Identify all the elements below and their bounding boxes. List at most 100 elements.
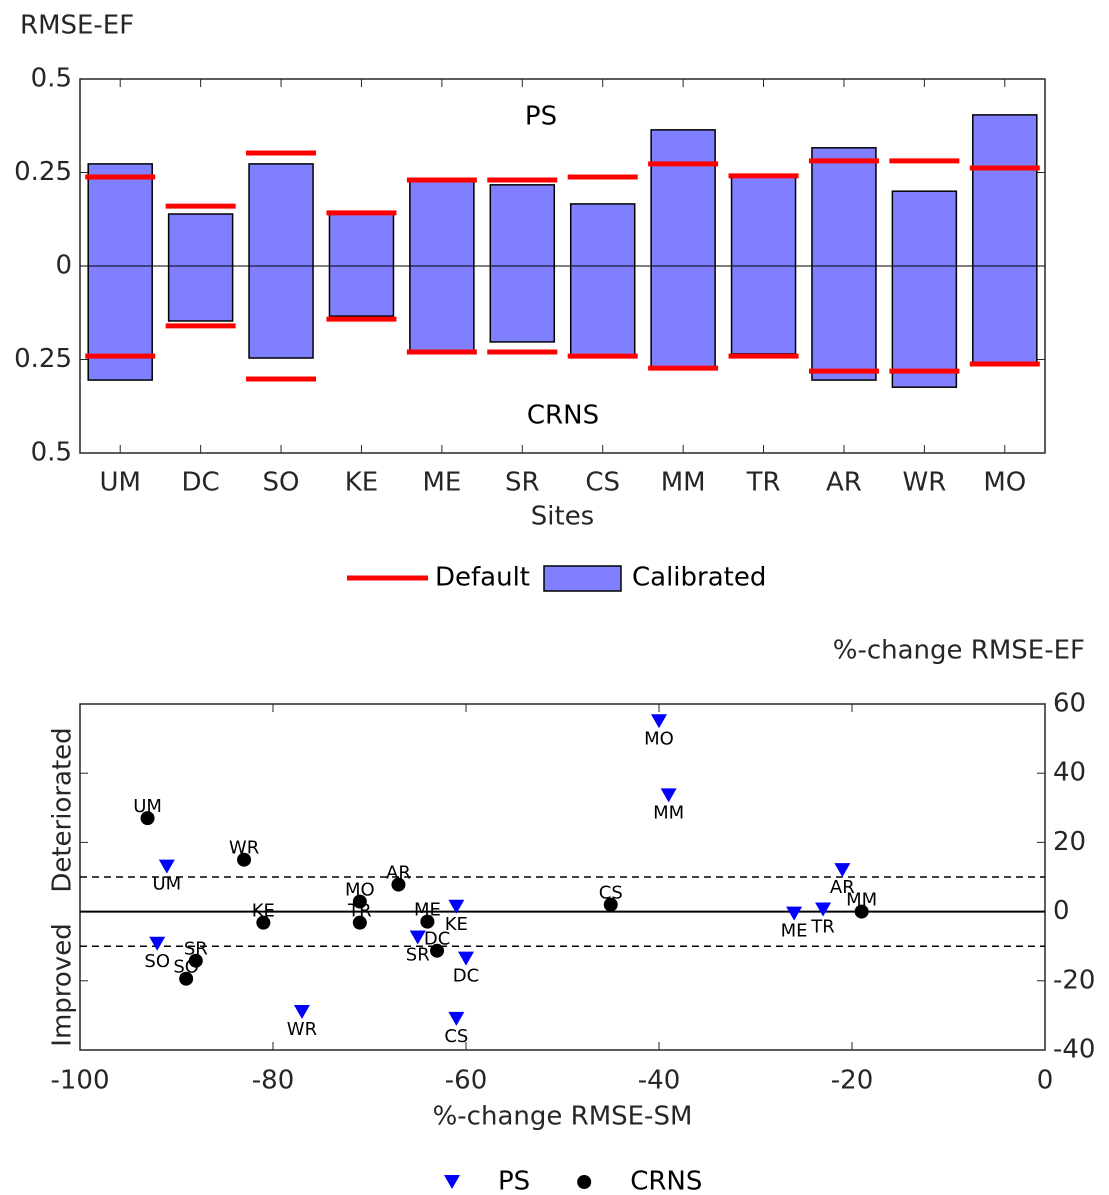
legend-swatch xyxy=(577,1175,592,1189)
point xyxy=(660,788,677,803)
point-label: DC xyxy=(424,929,450,950)
annotation: CRNS xyxy=(527,401,599,431)
point xyxy=(391,877,406,892)
y-tick-label: 0.25 xyxy=(14,344,72,374)
point-label: SO xyxy=(173,957,199,978)
point xyxy=(256,915,271,930)
point-label: UM xyxy=(133,796,162,817)
x-tick-label: 0 xyxy=(1037,1066,1054,1096)
y-axis-title: %-change RMSE-EF xyxy=(833,636,1085,666)
range-bar xyxy=(811,147,877,381)
y-tick-label: 20 xyxy=(1053,827,1086,857)
point xyxy=(352,915,367,930)
range-bar xyxy=(328,213,395,317)
x-tick-label: -100 xyxy=(50,1066,109,1096)
x-tick-label: UM xyxy=(99,468,140,498)
y-tick-label: 0 xyxy=(55,251,72,281)
range-bar xyxy=(972,114,1038,365)
point xyxy=(293,1004,310,1019)
range-bar xyxy=(248,163,314,359)
y-tick-label: -20 xyxy=(1053,965,1095,995)
point-label: MM xyxy=(846,890,877,911)
x-tick-label: -40 xyxy=(638,1066,680,1096)
x-tick-label: -20 xyxy=(831,1066,873,1096)
y-tick-label: 60 xyxy=(1053,689,1086,719)
point xyxy=(651,714,667,729)
x-tick-label: TR xyxy=(746,468,781,498)
point-label: MO xyxy=(345,880,375,901)
point xyxy=(786,906,803,921)
point-label: WR xyxy=(229,838,259,859)
point xyxy=(430,943,445,958)
point-label: KE xyxy=(252,901,275,922)
legend-label: Calibrated xyxy=(632,563,766,593)
legend-label: CRNS xyxy=(630,1167,702,1195)
point-label: KE xyxy=(445,914,468,935)
y-tick-label: 0.5 xyxy=(31,438,72,468)
x-tick-label: WR xyxy=(902,468,946,498)
y-tick-label: 0.25 xyxy=(14,157,72,187)
x-axis-title: Sites xyxy=(531,502,594,532)
point-label: SO xyxy=(144,951,170,972)
legend-label: PS xyxy=(498,1167,530,1195)
legend-swatch xyxy=(543,565,622,592)
point-label: DC xyxy=(453,966,479,987)
point xyxy=(352,894,367,909)
point xyxy=(815,902,832,917)
point xyxy=(448,1011,465,1026)
x-tick-label: SO xyxy=(263,468,300,498)
x-tick-label: -60 xyxy=(445,1066,487,1096)
point-label: ME xyxy=(414,900,441,921)
y-tick-label: 0 xyxy=(1053,896,1070,926)
point-label: CS xyxy=(444,1026,468,1047)
range-bar xyxy=(167,213,234,322)
y-tick-label: -40 xyxy=(1053,1035,1095,1065)
x-tick-label: -80 xyxy=(252,1066,294,1096)
point-label: SR xyxy=(184,939,208,960)
annotation: Deteriorated xyxy=(48,727,78,892)
point-label: UM xyxy=(152,874,181,895)
point xyxy=(420,914,435,929)
range-bar xyxy=(891,190,958,388)
point-label: AR xyxy=(830,877,855,898)
x-tick-label: KE xyxy=(345,468,378,498)
point-label: MO xyxy=(644,728,674,749)
legend-label: Default xyxy=(435,563,530,593)
legend-swatch xyxy=(444,1175,460,1189)
point xyxy=(603,897,618,912)
point-label: CS xyxy=(599,883,623,904)
point xyxy=(237,852,252,867)
point-label: TR xyxy=(810,917,835,938)
point xyxy=(409,930,426,945)
range-bar xyxy=(489,184,556,343)
y-axis-title: RMSE-EF xyxy=(20,11,134,41)
point xyxy=(458,951,474,966)
y-tick-label: 0.5 xyxy=(31,64,72,94)
point xyxy=(188,953,203,968)
point xyxy=(158,859,175,874)
y-tick-label: 40 xyxy=(1053,758,1086,788)
point xyxy=(448,899,465,914)
point-label: WR xyxy=(287,1019,317,1040)
x-tick-label: DC xyxy=(182,468,220,498)
x-tick-label: ME xyxy=(422,468,461,498)
range-bar xyxy=(730,176,797,355)
point xyxy=(140,811,155,826)
point-label: MM xyxy=(653,802,684,823)
x-tick-label: AR xyxy=(826,468,862,498)
point xyxy=(854,904,869,919)
point-label: ME xyxy=(781,921,808,942)
x-tick-label: MM xyxy=(661,468,706,498)
point-label: AR xyxy=(386,863,411,884)
x-tick-label: SR xyxy=(505,468,540,498)
range-bar xyxy=(569,203,636,357)
point xyxy=(179,971,194,986)
x-tick-label: MO xyxy=(983,468,1026,498)
annotation: PS xyxy=(525,102,557,132)
point xyxy=(149,936,166,951)
point-label: TR xyxy=(347,901,372,922)
x-tick-label: CS xyxy=(585,468,620,498)
annotation: Improved xyxy=(48,923,78,1046)
point-label: SR xyxy=(406,945,430,966)
